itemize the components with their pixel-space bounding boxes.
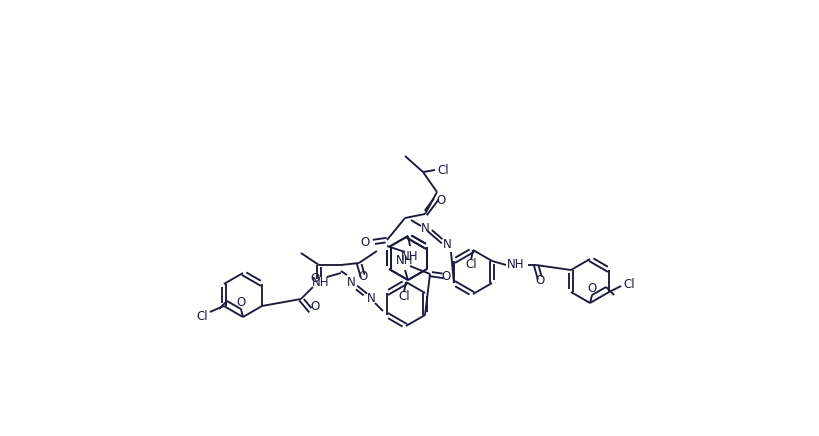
- Text: N: N: [366, 293, 375, 306]
- Text: O: O: [360, 235, 369, 249]
- Text: NH: NH: [312, 276, 329, 290]
- Text: Cl: Cl: [398, 290, 410, 303]
- Text: O: O: [586, 283, 596, 296]
- Text: O: O: [236, 296, 245, 310]
- Text: Cl: Cl: [437, 164, 448, 177]
- Text: NH: NH: [400, 249, 419, 262]
- Text: N: N: [442, 238, 450, 251]
- Text: O: O: [310, 300, 319, 313]
- Text: N: N: [420, 221, 429, 235]
- Text: NH: NH: [507, 259, 524, 272]
- Text: O: O: [310, 272, 319, 286]
- Text: Cl: Cl: [196, 310, 207, 323]
- Text: O: O: [436, 194, 445, 207]
- Text: NH: NH: [396, 253, 414, 266]
- Text: O: O: [441, 269, 450, 283]
- Text: N: N: [346, 276, 355, 290]
- Text: Cl: Cl: [622, 277, 634, 290]
- Text: O: O: [358, 270, 367, 283]
- Text: Cl: Cl: [464, 258, 476, 270]
- Text: O: O: [535, 275, 544, 287]
